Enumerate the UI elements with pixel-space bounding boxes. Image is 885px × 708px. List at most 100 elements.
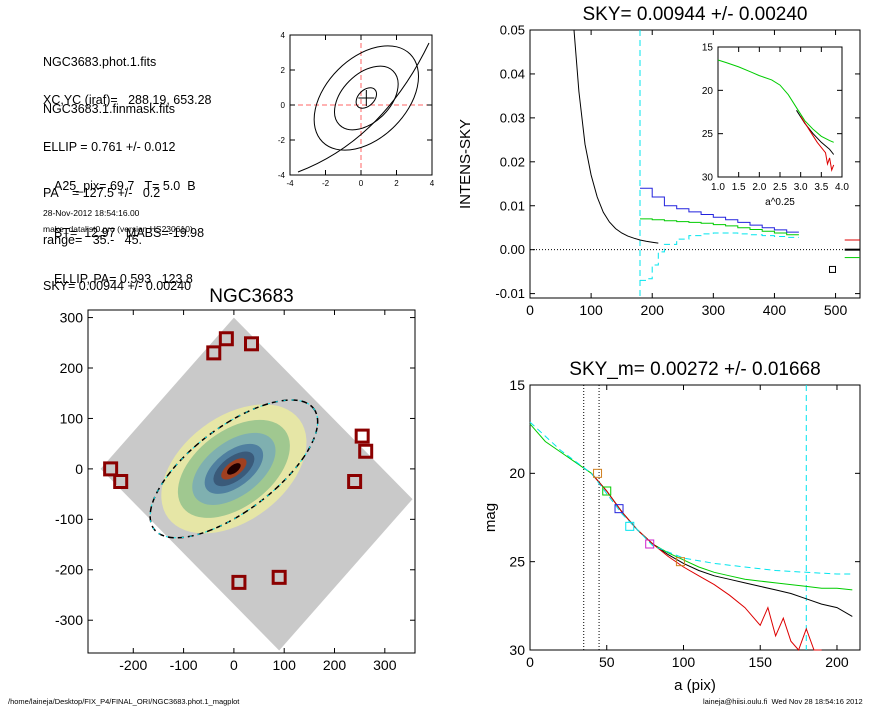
mask-box [206,345,222,361]
param-list: XC,YC (iraf)= 288.19, 653.28 ELLIP = 0.7… [43,62,212,310]
inset-series-red [800,116,835,172]
sky-ylabel: INTENS-SKY [457,119,474,209]
inset-y-label: 15 [702,43,714,54]
inset-y-label: 30 [702,173,714,184]
inset-x-label: 4.0 [835,182,849,193]
mask-box [354,428,370,444]
mag-series-green [529,423,853,591]
program-version: make_datalist0.pro (version HS230610) [43,224,193,234]
file-list: NGC3683.phot.1.fits NGC3683.1.finmask.fi… [43,24,175,133]
galaxy-x-label: -100 [170,657,198,673]
inset-y-label: 20 [702,86,714,97]
mag-series-red [591,472,822,651]
mag-marker [625,521,635,531]
galaxy-y-label: -100 [55,511,83,527]
mask-box [271,569,287,585]
contour-y-label: 0 [281,101,286,110]
contour-x-label: 2 [394,179,399,188]
sky-y-label: 0.03 [500,110,525,125]
mag-ylabel: mag [482,503,499,532]
mag-x-label: 0 [526,654,534,670]
sky-y-label: 0.05 [500,23,525,38]
inset-x-label: 3.0 [794,182,808,193]
mask-box [347,474,363,489]
mag-x-label: 150 [749,654,773,670]
galaxy-x-label: 300 [373,657,397,673]
footer-user: laineja@hiisi.oulu.fi Wed Nov 28 18:54:1… [703,697,863,706]
contour-x-label: 0 [359,179,364,188]
inset-series-green [717,59,834,143]
mag-marker [645,539,655,549]
image-strip [294,514,415,653]
contour-x-label: -2 [322,179,330,188]
sky-x-label: 100 [579,302,603,318]
photometry-list: A25_pix= 69.7 T= 5.0 B BT= 12.97 MABS=-1… [54,148,204,303]
sky-y-label: 0.04 [500,66,525,81]
contour-outer [297,42,430,173]
inset-x-label: 1.0 [711,182,725,193]
footer-path: /home/laineja/Desktop/FIX_P4/FINAL_ORI/N… [8,697,240,706]
inset-x-label: 2.5 [773,182,787,193]
galaxy-x-label: 100 [273,657,297,673]
galaxy-y-label: 100 [60,410,84,426]
sky-y-label: -0.01 [495,286,525,301]
inset-x-label: 2.0 [752,182,766,193]
mag-y-label: 30 [509,642,525,658]
mag-series-cyan [529,421,853,575]
contour-y-label: -2 [278,136,286,145]
mask-box [358,443,374,459]
sky-y-label: 0.01 [500,198,525,213]
param-center: XC,YC (iraf)= 288.19, 653.28 [43,93,212,107]
sky-marker [829,265,836,273]
galaxy-frame [87,309,416,654]
mag-x-label: 50 [599,654,615,670]
sky-frame [529,29,861,299]
mask-box [231,574,247,590]
file-name-2: NGC3683.1.finmask.fits [43,101,175,116]
timestamp: 28-Nov-2012 18:54:16.00 [43,208,140,218]
galaxy-y-label: 200 [60,360,84,376]
galaxy-y-label: -300 [55,612,83,628]
mag-marker [675,557,685,567]
galaxy-x-label: 0 [230,657,238,673]
galaxy-y-label: -200 [55,562,83,578]
photometry-bt: BT= 12.97 MABS=-19.98 [54,225,205,240]
file-name-1: NGC3683.phot.1.fits [43,55,157,69]
sky-x-label: 400 [763,302,787,318]
contour-line-2 [313,45,419,151]
mag-marker [593,468,603,478]
sky-series-black [573,29,659,244]
mag-series-black [591,472,853,617]
inset-y-label: 25 [702,129,714,140]
contour-line-1 [334,65,399,131]
sky-x-label: 200 [641,302,665,318]
photometry-a25: A25_pix= 69.7 T= 5.0 B [54,179,196,193]
contour-y-label: -4 [278,171,286,180]
sky-y-label: 0.00 [500,242,525,257]
galaxy-y-label: 300 [60,309,84,325]
sky-series-cyan [640,232,799,281]
photometry-ellip: ELLIP, PA= 0.593 123.8 [54,272,193,286]
sky-x-label: 500 [824,302,848,318]
galaxy-x-label: 200 [323,657,347,673]
param-sky: SKY= 0.00944 +/- 0.00240 [43,279,192,293]
contour-y-label: 4 [281,31,286,40]
sky-series-blue [640,187,799,233]
mask-box [103,461,119,477]
param-range: range= 35.- 45. [43,232,143,247]
fit-ellipse-cyan [149,399,319,539]
param-ellip: ELLIP = 0.761 +/- 0.012 [43,139,176,154]
mag-y-label: 25 [509,554,525,570]
contour-y-label: 2 [281,66,286,75]
mask-box [244,336,259,352]
mag-x-label: 100 [672,654,696,670]
sky-series-green [640,218,799,236]
mag-y-label: 20 [509,465,525,481]
galaxy-y-label: 0 [75,461,83,477]
sky-x-label: 0 [526,302,534,318]
mag-x-label: 200 [825,654,849,670]
isophote-6 [227,463,241,475]
galaxy-x-label: -200 [119,657,147,673]
mag-title: SKY_m= 0.00272 +/- 0.01668 [569,359,820,380]
mag-marker [602,486,612,496]
